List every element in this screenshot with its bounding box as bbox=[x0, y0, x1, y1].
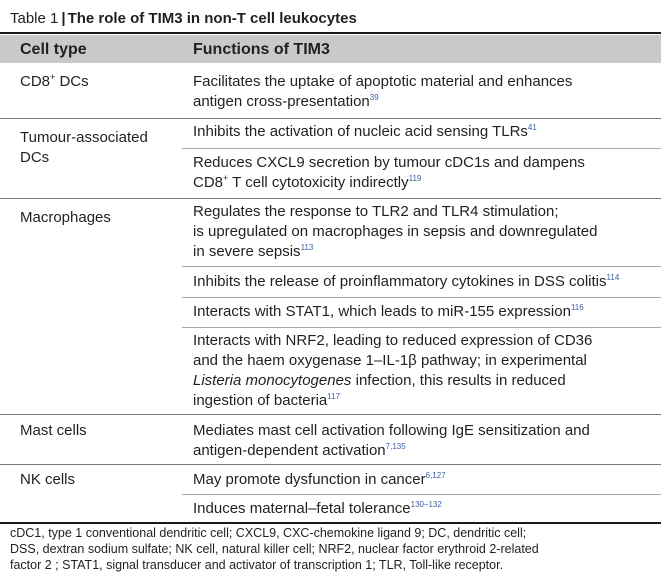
function-item: Mediates mast cell activation following … bbox=[193, 422, 590, 459]
reference-superscript: 114 bbox=[606, 273, 620, 282]
reference-superscript: 41 bbox=[527, 123, 537, 132]
function-divider bbox=[182, 327, 661, 328]
table-row-macrophages: Macrophages Regulates the response to TL… bbox=[0, 199, 661, 415]
reference-superscript: 7,135 bbox=[385, 442, 406, 451]
table-row-nk-cells: NK cells May promote dysfunction in canc… bbox=[0, 465, 661, 524]
table-row-tumour-associated-dcs: Tumour-associated DCs Inhibits the activ… bbox=[0, 119, 661, 199]
reference-superscript: 117 bbox=[327, 392, 341, 401]
function-divider bbox=[182, 266, 661, 267]
footnote-line: DSS, dextran sodium sulfate; NK cell, na… bbox=[10, 542, 539, 556]
function-divider bbox=[182, 148, 661, 149]
function-item: Induces maternal–fetal tolerance130–132 bbox=[193, 500, 442, 517]
table-label: Table 1 bbox=[10, 10, 59, 27]
function-item: Interacts with NRF2, leading to reduced … bbox=[193, 332, 593, 409]
cell-type-macrophages: Macrophages bbox=[20, 209, 111, 226]
reference-superscript: 113 bbox=[300, 243, 314, 252]
footnote-line: cDC1, type 1 conventional dendritic cell… bbox=[10, 526, 527, 540]
table-row-cd8-dcs: CD8+ DCs Facilitates the uptake of apopt… bbox=[0, 63, 661, 119]
cell-type-mast-cells: Mast cells bbox=[20, 422, 87, 439]
function-item: May promote dysfunction in cancer6,127 bbox=[193, 471, 446, 488]
title-separator: | bbox=[61, 10, 66, 27]
cell-type-nk-cells: NK cells bbox=[20, 471, 76, 488]
reference-superscript: 39 bbox=[369, 93, 379, 102]
table-footnote: cDC1, type 1 conventional dendritic cell… bbox=[10, 525, 655, 573]
reference-superscript: 130–132 bbox=[410, 500, 442, 509]
function-item: Inhibits the release of proinflammatory … bbox=[193, 273, 620, 290]
table-row-mast-cells: Mast cells Mediates mast cell activation… bbox=[0, 415, 661, 465]
reference-superscript: 6,127 bbox=[425, 471, 446, 480]
function-item: Interacts with STAT1, which leads to miR… bbox=[193, 303, 584, 320]
reference-superscript: 116 bbox=[570, 303, 584, 312]
function-item: Regulates the response to TLR2 and TLR4 … bbox=[193, 203, 598, 260]
function-item: Reduces CXCL9 secretion by tumour cDC1s … bbox=[193, 154, 585, 191]
table-title: The role of TIM3 in non-T cell leukocyte… bbox=[67, 10, 357, 27]
table-title-bar: Table 1 | The role of TIM3 in non-T cell l… bbox=[0, 0, 661, 34]
function-divider bbox=[182, 494, 661, 495]
cell-type-tumour-associated-dcs: Tumour-associated DCs bbox=[20, 129, 148, 166]
function-item: Inhibits the activation of nucleic acid … bbox=[193, 123, 537, 140]
footnote-line: factor 2 ; STAT1, signal transducer and … bbox=[10, 558, 504, 572]
table-header: Cell type Functions of TIM3 bbox=[0, 35, 661, 63]
function-item: Facilitates the uptake of apoptotic mate… bbox=[193, 73, 573, 110]
function-divider bbox=[182, 297, 661, 298]
header-functions: Functions of TIM3 bbox=[193, 41, 330, 58]
header-cell-type: Cell type bbox=[20, 41, 87, 58]
reference-superscript: 119 bbox=[408, 174, 422, 183]
cell-type-cd8-dcs: CD8+ DCs bbox=[20, 72, 89, 91]
